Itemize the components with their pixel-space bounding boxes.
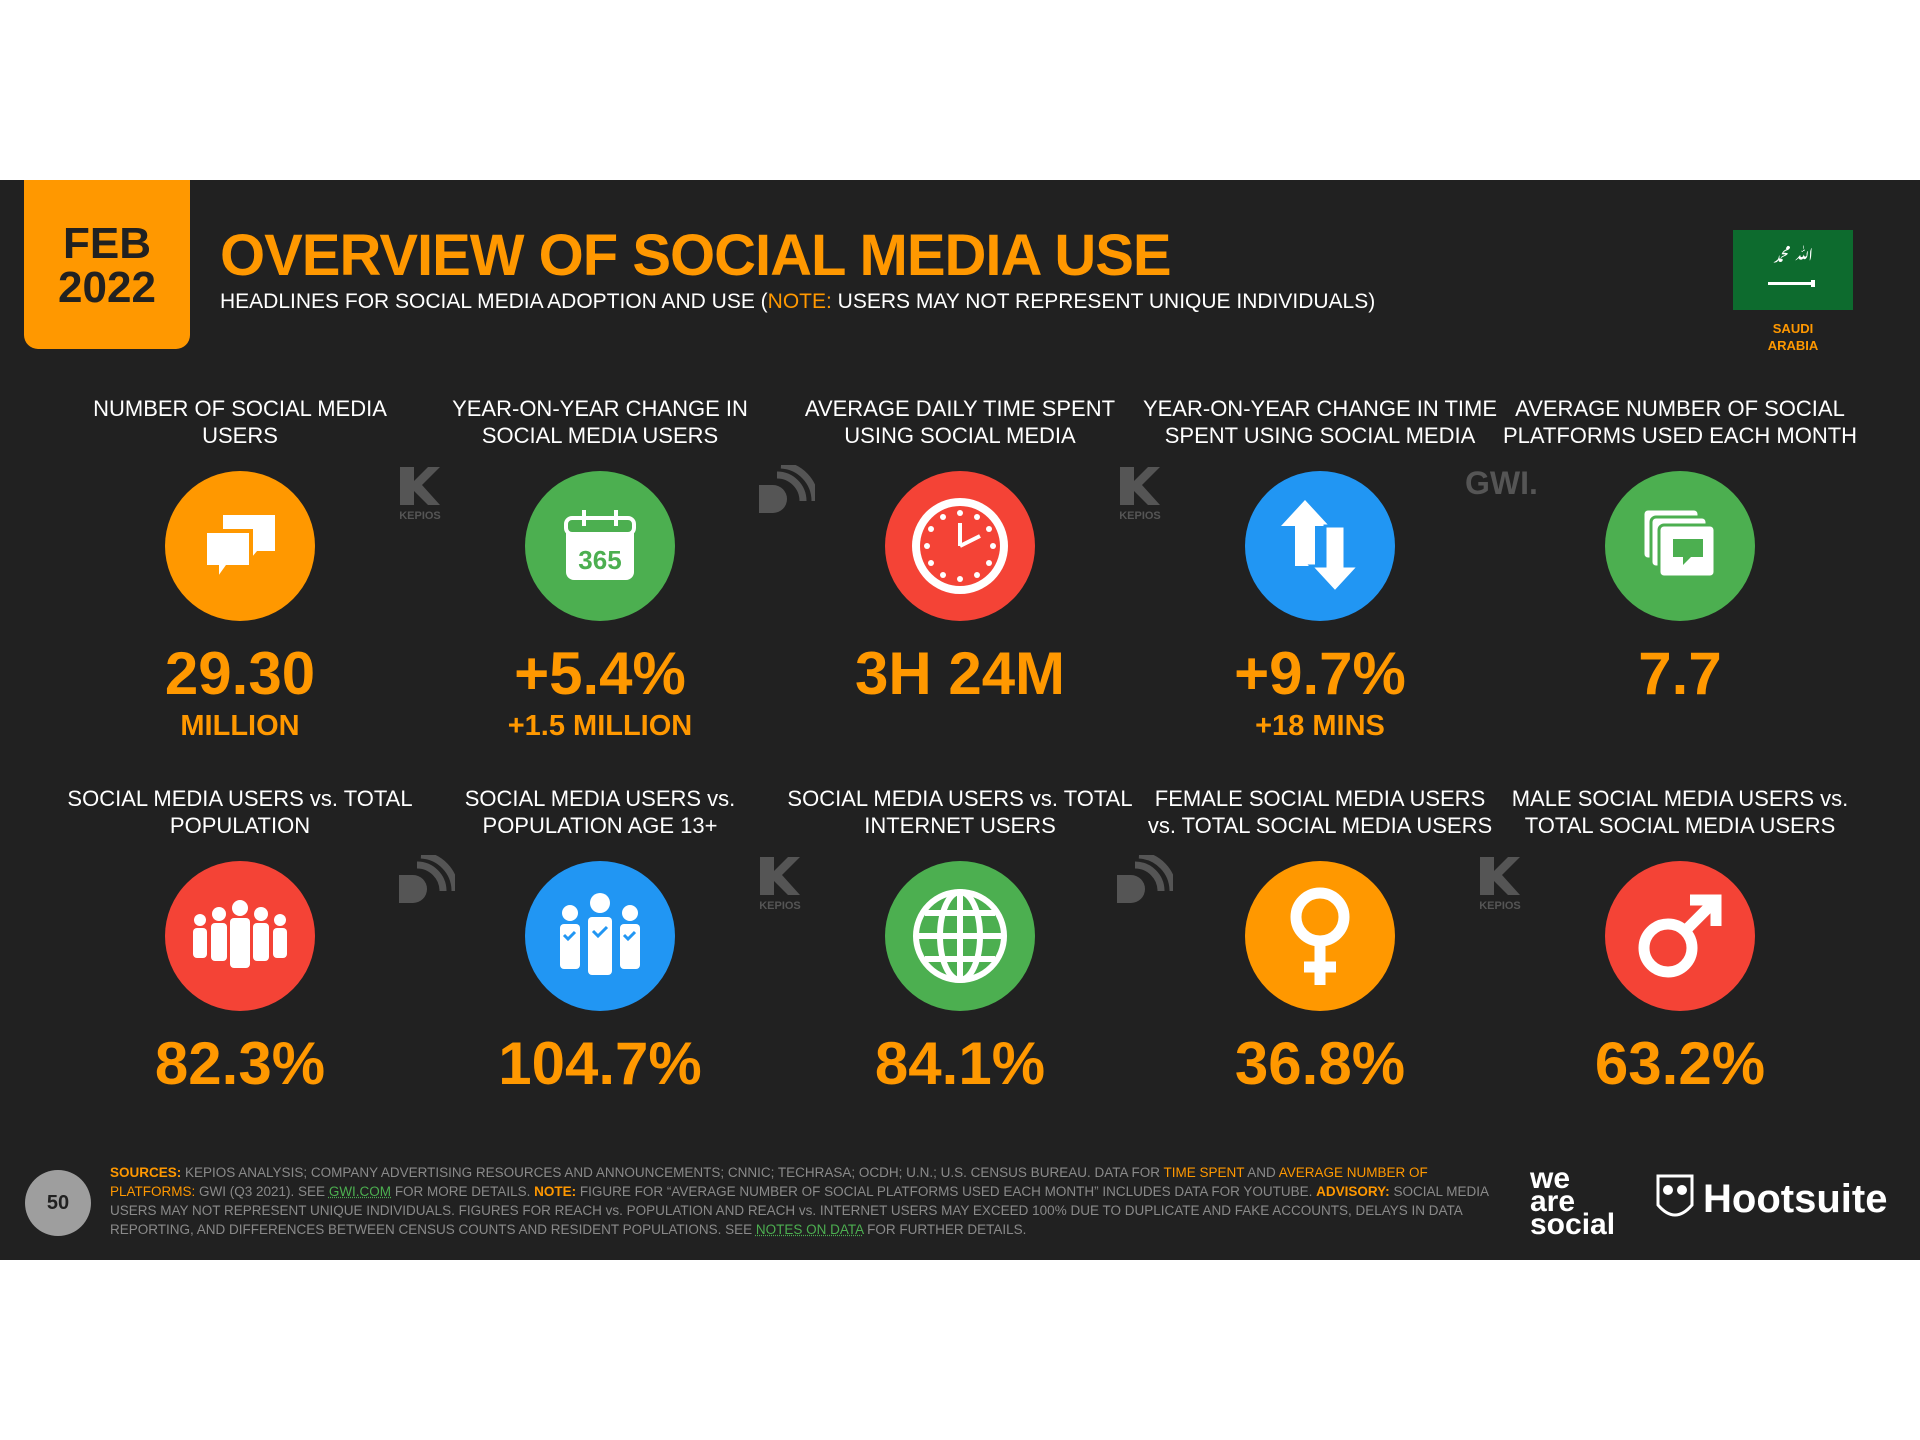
note-label: NOTE: xyxy=(534,1184,577,1199)
stat-card: SOCIAL MEDIA USERS vs. TOTAL INTERNET US… xyxy=(780,785,1140,1099)
kepios-text: KEPIOS xyxy=(1119,510,1161,522)
footer-sources: SOURCES: KEPIOS ANALYSIS; COMPANY ADVERT… xyxy=(110,1163,1490,1239)
time-spent-highlight: TIME SPENT xyxy=(1163,1165,1245,1180)
stat-label: MALE SOCIAL MEDIA USERS vs. TOTAL SOCIAL… xyxy=(1511,786,1849,838)
we-are-social-text: we are social xyxy=(1530,1162,1616,1241)
date-badge: FEB 2022 xyxy=(24,180,190,349)
owl-icon xyxy=(1656,1174,1694,1217)
kepios-logo: KEPIOS xyxy=(745,855,815,912)
stat-subvalue: +18 MINS xyxy=(1255,710,1385,742)
sources-text: KEPIOS ANALYSIS; COMPANY ADVERTISING RES… xyxy=(181,1165,1164,1180)
avg-platforms-highlight: AVERAGE NUMBER OF PLATFORMS: xyxy=(110,1165,1428,1199)
and-text: AND xyxy=(1244,1165,1279,1180)
male-icon xyxy=(1605,861,1755,1011)
month: FEB xyxy=(63,219,151,268)
datareportal-logo xyxy=(390,851,460,908)
page-number: 50 xyxy=(25,1170,91,1236)
notes-on-data-link[interactable]: NOTES ON DATA xyxy=(755,1222,864,1237)
stat-card: YEAR-ON-YEAR CHANGE IN SOCIAL MEDIA USER… xyxy=(420,395,780,743)
people-check-icon xyxy=(525,861,675,1011)
gwi-text: GWI. xyxy=(1465,465,1538,501)
svg-text:365: 365 xyxy=(578,545,621,575)
sources-label: SOURCES: xyxy=(110,1165,182,1180)
gwi-logo: GWI. xyxy=(1465,465,1538,502)
globe-icon xyxy=(885,861,1035,1011)
subtitle-note: NOTE: xyxy=(767,290,832,313)
datareportal-logo xyxy=(750,461,820,518)
stat-value: 104.7% xyxy=(498,1030,702,1097)
stat-value: +5.4% xyxy=(514,640,686,707)
advisory-label: ADVISORY: xyxy=(1316,1184,1390,1199)
stat-label: YEAR-ON-YEAR CHANGE IN SOCIAL MEDIA USER… xyxy=(452,396,748,448)
subtitle-text: HEADLINES FOR SOCIAL MEDIA ADOPTION AND … xyxy=(220,290,768,313)
saudi-flag-icon: ﷲ ﷴ xyxy=(1733,230,1853,310)
stat-card: FEMALE SOCIAL MEDIA USERS vs. TOTAL SOCI… xyxy=(1140,785,1500,1099)
stat-value: 36.8% xyxy=(1234,1030,1406,1097)
note-text: FIGURE FOR “AVERAGE NUMBER OF SOCIAL PLA… xyxy=(576,1184,1317,1199)
stat-value: 29.30 xyxy=(164,640,316,707)
clock-icon xyxy=(885,471,1035,621)
kepios-logo: KEPIOS xyxy=(1465,855,1535,912)
svg-text:ﷲ ﷴ: ﷲ ﷴ xyxy=(1773,245,1813,266)
female-icon xyxy=(1245,861,1395,1011)
datareportal-logo xyxy=(1108,851,1178,908)
kepios-text: KEPIOS xyxy=(1479,900,1521,912)
advisory-text: SOCIAL MEDIA USERS MAY NOT REPRESENT UNI… xyxy=(110,1184,1489,1237)
stat-card: AVERAGE NUMBER OF SOCIAL PLATFORMS USED … xyxy=(1500,395,1860,709)
stat-label: SOCIAL MEDIA USERS vs. TOTAL POPULATION xyxy=(67,786,413,838)
calendar-365-icon: 365 xyxy=(525,471,675,621)
stat-value: 82.3% xyxy=(154,1030,326,1097)
chat-bubbles-icon xyxy=(165,471,315,621)
slide: FEB 2022 OVERVIEW OF SOCIAL MEDIA USE HE… xyxy=(0,180,1920,1260)
page-subtitle: HEADLINES FOR SOCIAL MEDIA ADOPTION AND … xyxy=(220,290,1375,314)
crowd-icon xyxy=(165,861,315,1011)
stat-card: AVERAGE DAILY TIME SPENT USING SOCIAL ME… xyxy=(780,395,1140,709)
stat-value: 7.7 xyxy=(1638,640,1722,707)
year: 2022 xyxy=(58,263,156,312)
up-down-arrows-icon xyxy=(1245,471,1395,621)
gwi-text: GWI (Q3 2021). SEE xyxy=(195,1184,329,1199)
country-label: SAUDI ARABIA xyxy=(1767,321,1819,353)
kepios-logo: KEPIOS xyxy=(385,465,455,522)
stat-value: 63.2% xyxy=(1594,1030,1766,1097)
stat-card: YEAR-ON-YEAR CHANGE IN TIME SPENT USING … xyxy=(1140,395,1500,743)
stat-value: 3H 24M xyxy=(854,640,1066,707)
we-are-social-logo: we are social xyxy=(1530,1162,1630,1241)
end-text: FOR FURTHER DETAILS. xyxy=(863,1222,1027,1237)
stat-card: MALE SOCIAL MEDIA USERS vs. TOTAL SOCIAL… xyxy=(1500,785,1860,1099)
stat-value: +9.7% xyxy=(1234,640,1406,707)
stat-label: SOCIAL MEDIA USERS vs. TOTAL INTERNET US… xyxy=(787,786,1133,838)
stacked-windows-icon xyxy=(1605,471,1755,621)
stat-label: NUMBER OF SOCIAL MEDIA USERS xyxy=(93,396,387,448)
page-title: OVERVIEW OF SOCIAL MEDIA USE xyxy=(220,223,1172,288)
stat-subvalue: +1.5 MILLION xyxy=(507,710,693,742)
hootsuite-text: Hootsuite xyxy=(1703,1176,1888,1221)
gwi-link[interactable]: GWI.COM xyxy=(328,1184,392,1199)
subtitle-text-2: USERS MAY NOT REPRESENT UNIQUE INDIVIDUA… xyxy=(831,290,1376,313)
stat-card: SOCIAL MEDIA USERS vs. TOTAL POPULATION … xyxy=(60,785,420,1099)
stat-subvalue: MILLION xyxy=(180,710,300,742)
stat-value: 84.1% xyxy=(874,1030,1046,1097)
kepios-text: KEPIOS xyxy=(759,900,801,912)
stat-label: FEMALE SOCIAL MEDIA USERS vs. TOTAL SOCI… xyxy=(1147,786,1493,838)
stat-label: SOCIAL MEDIA USERS vs. POPULATION AGE 13… xyxy=(464,786,736,838)
stat-label: YEAR-ON-YEAR CHANGE IN TIME SPENT USING … xyxy=(1142,396,1498,448)
stat-card: NUMBER OF SOCIAL MEDIA USERS 29.30 MILLIO… xyxy=(60,395,420,743)
kepios-text: KEPIOS xyxy=(399,510,441,522)
kepios-logo: KEPIOS xyxy=(1105,465,1175,522)
more-text: FOR MORE DETAILS. xyxy=(391,1184,535,1199)
stat-card: SOCIAL MEDIA USERS vs. POPULATION AGE 13… xyxy=(420,785,780,1099)
hootsuite-logo: Hootsuite xyxy=(1655,1173,1887,1225)
stat-label: AVERAGE NUMBER OF SOCIAL PLATFORMS USED … xyxy=(1502,396,1858,448)
stat-label: AVERAGE DAILY TIME SPENT USING SOCIAL ME… xyxy=(804,396,1116,448)
